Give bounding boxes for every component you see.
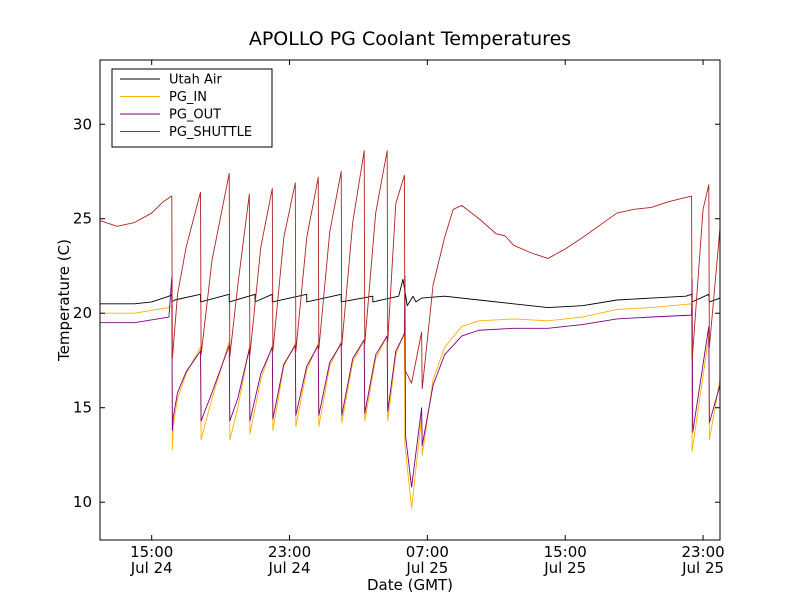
y-tick-label: 10 [73,493,92,511]
plot-frame [99,59,721,541]
y-tick-label: 25 [73,210,92,228]
chart-title: APOLLO PG Coolant Temperatures [249,28,571,50]
y-tick-label: 30 [73,115,92,133]
x-tick-label: 15:00 [130,543,173,561]
x-tick-label: 07:00 [406,543,449,561]
x-tick-label: Jul 24 [268,559,311,577]
series-line-pg-shuttle [100,150,720,390]
legend-box [111,68,273,148]
y-tick-label: 15 [73,399,92,417]
legend-label: PG_SHUTTLE [169,125,252,140]
plot-area [99,59,721,541]
x-tick-label: Jul 25 [543,559,586,577]
series-line-pg-out [100,274,720,488]
x-tick-label: Jul 25 [405,559,448,577]
legend: Utah Air PG_IN PG_OUT PG_SHUTTLE [111,68,273,148]
series-lines [100,150,720,509]
series-line-utah-air [100,278,720,309]
y-axis: 10 15 20 25 30 [73,115,720,511]
legend-label: PG_IN [169,90,207,105]
x-axis-label: Date (GMT) [367,576,453,594]
x-tick-label: 23:00 [681,543,724,561]
x-tick-label: 23:00 [268,543,311,561]
y-tick-label: 20 [73,304,92,322]
x-tick-label: Jul 24 [130,559,173,577]
x-tick-label: 15:00 [544,543,587,561]
legend-label: Utah Air [169,73,222,88]
x-tick-label: Jul 25 [681,559,724,577]
y-axis-label: Temperature (C) [55,239,73,362]
legend-label: PG_OUT [169,108,221,123]
